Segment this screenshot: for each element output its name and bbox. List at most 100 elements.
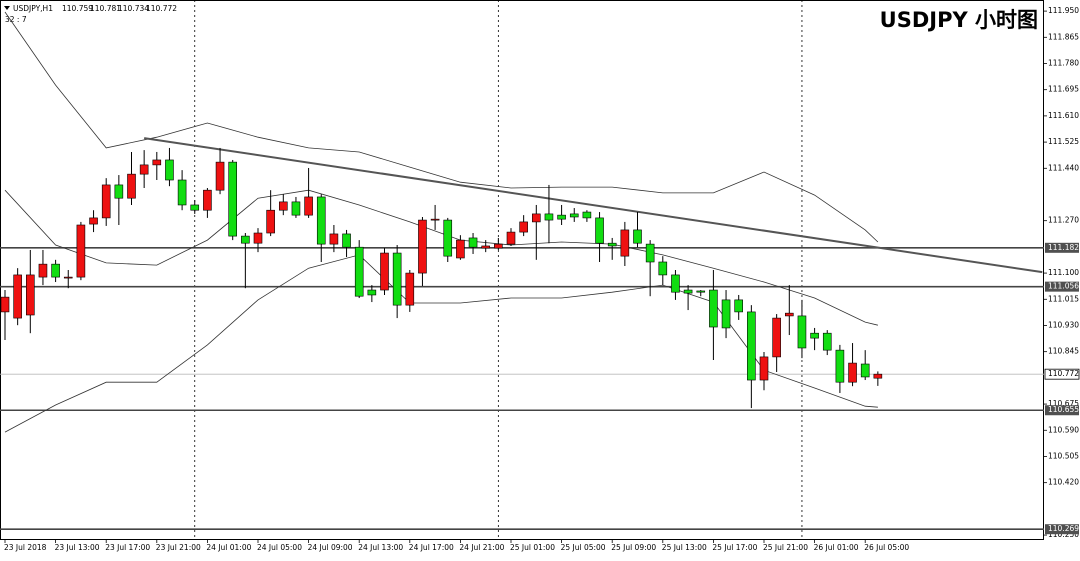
candle-body <box>468 237 478 248</box>
y-tick-label: 110.505 <box>1048 451 1079 460</box>
candle-body <box>278 201 288 211</box>
x-tick-label: 24 Jul 13:00 <box>358 543 403 552</box>
x-tick-label: 25 Jul 21:00 <box>763 543 808 552</box>
y-tick-label: 111.100 <box>1048 268 1079 277</box>
candle-body <box>709 289 718 328</box>
candle-body <box>392 252 402 306</box>
candle-body <box>215 161 225 191</box>
candle-body <box>329 233 339 245</box>
y-tick-label: 111.865 <box>1048 32 1079 41</box>
candle-body <box>772 317 781 358</box>
candle-body <box>152 159 162 166</box>
chart-title: USDJPY 小时图 <box>880 8 1038 32</box>
candle-body <box>13 274 22 319</box>
candle-body <box>405 272 415 306</box>
candle-body <box>683 289 693 294</box>
x-tick-label: 24 Jul 01:00 <box>206 543 251 552</box>
level-label: 111.056 <box>1048 282 1079 291</box>
y-tick-label: 111.780 <box>1048 58 1079 67</box>
level-label-box <box>1045 242 1079 253</box>
candle-body <box>190 204 200 211</box>
candle-body <box>76 224 86 278</box>
candle-body <box>430 218 440 221</box>
timer: 32 : 7 <box>5 15 27 24</box>
y-tick-label: 111.015 <box>1048 294 1079 303</box>
candle-body <box>342 233 351 248</box>
candle-body <box>304 196 313 216</box>
candle-body <box>810 332 819 339</box>
level-label: 111.182 <box>1048 243 1079 252</box>
candle-body <box>354 246 364 297</box>
y-tick-label: 111.950 <box>1048 6 1079 15</box>
y-tick-label: 110.845 <box>1048 347 1079 356</box>
header-low: 110.734 <box>118 4 149 13</box>
y-tick-label: 110.675 <box>1048 399 1079 408</box>
candle-body <box>557 214 566 220</box>
y-tick-label: 110.590 <box>1048 425 1079 434</box>
candle-body <box>658 261 668 276</box>
candle-body <box>848 362 857 383</box>
plot-frame <box>0 0 1044 540</box>
candle-body <box>63 276 73 279</box>
candle-body <box>114 184 124 199</box>
candle-body <box>582 211 592 219</box>
candle-body <box>89 217 98 225</box>
trendline <box>144 137 1043 274</box>
candle-body <box>696 290 706 293</box>
candle-body <box>418 219 427 274</box>
candle-body <box>101 184 111 219</box>
x-tick-label: 25 Jul 17:00 <box>712 543 757 552</box>
candle-body <box>506 231 516 245</box>
y-tick-label: 111.525 <box>1048 137 1079 146</box>
candle-body <box>569 213 579 218</box>
level-label-box <box>1045 524 1079 535</box>
x-tick-label: 25 Jul 09:00 <box>611 543 656 552</box>
candle-body <box>633 229 642 244</box>
candle-body <box>531 213 541 223</box>
candle-body <box>607 242 617 247</box>
x-tick-label: 23 Jul 17:00 <box>105 543 150 552</box>
candle-body <box>759 356 769 381</box>
x-tick-label: 25 Jul 05:00 <box>561 543 606 552</box>
candle-body <box>367 289 377 296</box>
level-label-box <box>1045 405 1079 416</box>
x-tick-label: 24 Jul 21:00 <box>459 543 504 552</box>
level-label: 110.269 <box>1048 524 1079 533</box>
x-tick-label: 24 Jul 05:00 <box>257 543 302 552</box>
candle-body <box>291 201 301 216</box>
x-tick-label: 23 Jul 13:00 <box>55 543 100 552</box>
candle-body <box>316 196 326 245</box>
y-tick-label: 110.420 <box>1048 478 1079 487</box>
candle-body <box>456 239 465 259</box>
header-high: 110.781 <box>90 4 121 13</box>
candle-body <box>51 263 60 278</box>
candle-body <box>481 245 491 249</box>
candle-body <box>443 219 453 257</box>
candle-body <box>228 161 237 237</box>
header-open: 110.759 <box>62 4 93 13</box>
x-tick-label: 23 Jul 2018 <box>4 543 47 552</box>
x-tick-label: 25 Jul 01:00 <box>510 543 555 552</box>
symbol: USDJPY,H1 <box>13 4 53 13</box>
header-close: 110.772 <box>146 4 177 13</box>
candle-body <box>784 312 794 317</box>
candle-body <box>860 363 870 378</box>
candle-body <box>253 232 263 244</box>
menu-arrow <box>4 6 10 10</box>
band-upper <box>4 11 879 243</box>
x-tick-label: 26 Jul 05:00 <box>864 543 909 552</box>
candle-body <box>203 189 212 211</box>
x-tick-label: 25 Jul 13:00 <box>662 543 707 552</box>
y-tick-label: 111.270 <box>1048 216 1079 225</box>
y-tick-label: 110.930 <box>1048 320 1079 329</box>
candle-body <box>127 173 136 199</box>
x-tick-label: 26 Jul 01:00 <box>814 543 859 552</box>
candle-body <box>671 274 680 293</box>
price-label: 110.772 <box>1048 369 1079 378</box>
candle-body <box>734 299 744 313</box>
candle-body <box>721 299 731 329</box>
price-label-box <box>1044 368 1080 380</box>
x-tick-label: 24 Jul 09:00 <box>308 543 353 552</box>
candle-body <box>873 373 883 379</box>
